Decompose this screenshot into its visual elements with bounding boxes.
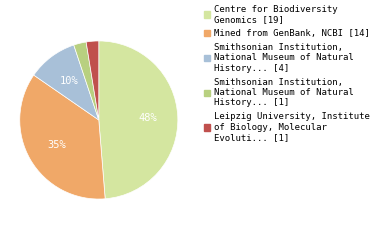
Text: 35%: 35% — [47, 139, 66, 150]
Wedge shape — [86, 41, 99, 120]
Wedge shape — [20, 75, 105, 199]
Wedge shape — [34, 45, 99, 120]
Wedge shape — [74, 42, 99, 120]
Wedge shape — [99, 41, 178, 199]
Legend: Centre for Biodiversity
Genomics [19], Mined from GenBank, NCBI [14], Smithsonia: Centre for Biodiversity Genomics [19], M… — [204, 5, 370, 142]
Text: 48%: 48% — [138, 113, 157, 123]
Text: 10%: 10% — [60, 76, 79, 86]
